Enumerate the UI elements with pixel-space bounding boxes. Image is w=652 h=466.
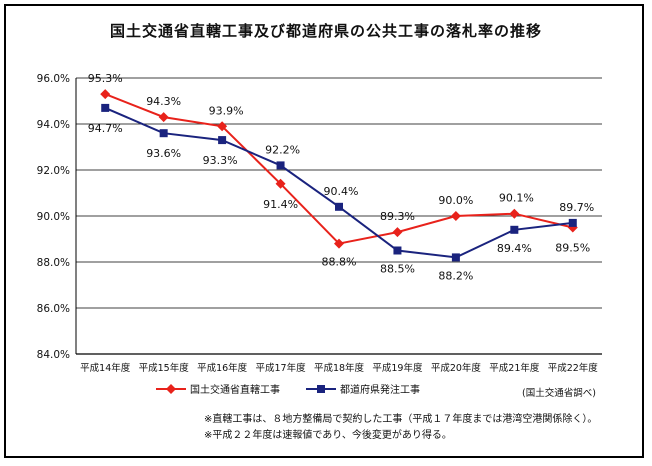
data-label: 89.3%: [380, 210, 415, 223]
data-point: [450, 211, 461, 221]
data-point: [393, 246, 402, 255]
data-point: [392, 227, 403, 238]
data-point: [100, 89, 111, 100]
line-chart: 96.0% 94.0% 92.0% 90.0% 88.0% 86.0% 84.0% 平成14年…: [37, 72, 602, 396]
y-tick-label: 88.0%: [37, 257, 70, 269]
data-label: 89.4%: [497, 242, 532, 255]
data-label: 89.5%: [555, 242, 590, 255]
data-label: 88.5%: [380, 263, 415, 276]
data-point: [101, 103, 110, 112]
data-label: 89.7%: [559, 201, 594, 214]
y-tick-label: 90.0%: [37, 211, 70, 223]
x-tick-label: 平成20年度: [431, 362, 482, 374]
data-point: [335, 202, 343, 211]
x-tick-label: 平成17年度: [256, 362, 307, 374]
footnote-2: ※平成２２年度は速報値であり、今後変更があり得る。: [204, 430, 452, 441]
data-point: [217, 121, 228, 132]
legend-marker: [166, 384, 176, 394]
data-label: 93.6%: [146, 147, 181, 160]
x-tick-label: 平成16年度: [197, 362, 248, 374]
data-label: 91.4%: [263, 198, 298, 211]
series-line: [104, 93, 574, 245]
x-tick-label: 平成21年度: [489, 362, 540, 374]
data-point: [159, 129, 168, 138]
y-tick-label: 92.0%: [37, 165, 70, 177]
data-point: [275, 178, 286, 189]
legend-label: 都道府県発注工事: [340, 383, 420, 396]
y-tick-label: 84.0%: [37, 349, 70, 361]
data-label: 95.3%: [88, 72, 123, 85]
footnote-1: ※直轄工事は、８地方整備局で契約した工事（平成１７年度までは港湾空港関係除く）。: [204, 414, 598, 425]
y-tick-label: 86.0%: [37, 303, 70, 315]
data-point: [218, 136, 227, 145]
data-point: [276, 161, 285, 170]
legend-label: 国土交通省直轄工事: [190, 383, 280, 396]
x-tick-label: 平成15年度: [139, 362, 190, 374]
data-point: [510, 225, 519, 234]
data-point: [509, 208, 520, 219]
data-point: [334, 238, 344, 249]
chart-title: 国土交通省直轄工事及び都道府県の公共工事の落札率の推移: [109, 22, 542, 40]
source-note: (国土交通省調べ): [522, 388, 596, 399]
y-tick-label: 96.0%: [37, 73, 70, 85]
series-line: [104, 106, 573, 259]
data-label: 90.0%: [438, 194, 473, 207]
x-tick-label: 平成19年度: [372, 362, 423, 374]
x-tick-label: 平成14年度: [80, 362, 131, 374]
chart-frame: 国土交通省直轄工事及び都道府県の公共工事の落札率の推移 96.0% 94.0% 92…: [4, 4, 644, 458]
data-label: 93.3%: [203, 154, 238, 167]
legend-marker: [317, 385, 325, 393]
data-label: 90.1%: [499, 192, 534, 205]
y-tick-label: 94.0%: [37, 119, 70, 131]
data-point: [451, 253, 460, 262]
data-label: 90.4%: [324, 185, 359, 198]
x-tick-label: 平成18年度: [314, 362, 365, 374]
data-label: 88.2%: [438, 269, 473, 282]
data-label: 93.9%: [209, 104, 244, 117]
data-label: 94.7%: [88, 122, 123, 135]
data-point: [158, 112, 169, 123]
data-point: [568, 218, 577, 227]
x-tick-label: 平成22年度: [548, 362, 599, 374]
data-label: 92.2%: [265, 143, 300, 156]
data-label: 88.8%: [322, 256, 357, 269]
data-label: 94.3%: [146, 95, 181, 108]
